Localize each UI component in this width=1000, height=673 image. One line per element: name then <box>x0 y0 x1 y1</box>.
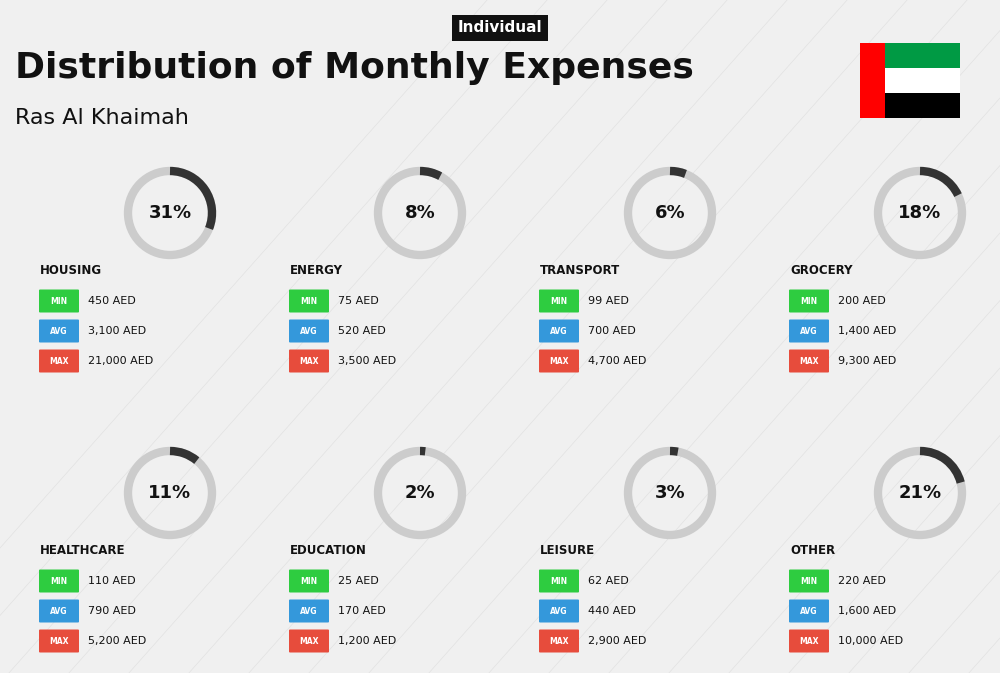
FancyBboxPatch shape <box>39 629 79 653</box>
Text: HEALTHCARE: HEALTHCARE <box>40 544 126 557</box>
Text: MAX: MAX <box>49 637 69 645</box>
Text: MIN: MIN <box>300 297 318 306</box>
Text: AVG: AVG <box>800 326 818 336</box>
Text: 200 AED: 200 AED <box>838 296 886 306</box>
Text: 5,200 AED: 5,200 AED <box>88 636 146 646</box>
FancyBboxPatch shape <box>789 569 829 592</box>
Text: 4,700 AED: 4,700 AED <box>588 356 646 366</box>
Text: AVG: AVG <box>300 606 318 616</box>
Text: AVG: AVG <box>550 326 568 336</box>
Text: AVG: AVG <box>550 606 568 616</box>
FancyBboxPatch shape <box>289 320 329 343</box>
Text: AVG: AVG <box>300 326 318 336</box>
FancyBboxPatch shape <box>789 349 829 372</box>
FancyBboxPatch shape <box>39 600 79 623</box>
FancyBboxPatch shape <box>39 289 79 312</box>
FancyBboxPatch shape <box>289 600 329 623</box>
FancyBboxPatch shape <box>39 349 79 372</box>
Text: MIN: MIN <box>50 577 68 586</box>
Text: 3,500 AED: 3,500 AED <box>338 356 396 366</box>
Text: 9,300 AED: 9,300 AED <box>838 356 896 366</box>
Text: 99 AED: 99 AED <box>588 296 629 306</box>
Text: HOUSING: HOUSING <box>40 264 102 277</box>
Text: 2,900 AED: 2,900 AED <box>588 636 646 646</box>
Text: 3,100 AED: 3,100 AED <box>88 326 146 336</box>
Text: 25 AED: 25 AED <box>338 576 379 586</box>
Text: MIN: MIN <box>300 577 318 586</box>
Text: 440 AED: 440 AED <box>588 606 636 616</box>
Text: TRANSPORT: TRANSPORT <box>540 264 620 277</box>
Text: Distribution of Monthly Expenses: Distribution of Monthly Expenses <box>15 51 694 85</box>
Text: 450 AED: 450 AED <box>88 296 136 306</box>
Text: LEISURE: LEISURE <box>540 544 595 557</box>
Text: 75 AED: 75 AED <box>338 296 379 306</box>
FancyBboxPatch shape <box>539 289 579 312</box>
Text: MIN: MIN <box>800 297 818 306</box>
Text: MAX: MAX <box>549 357 569 365</box>
Text: AVG: AVG <box>50 326 68 336</box>
FancyBboxPatch shape <box>539 629 579 653</box>
Text: MAX: MAX <box>49 357 69 365</box>
Text: 18%: 18% <box>898 204 942 222</box>
FancyBboxPatch shape <box>789 320 829 343</box>
Text: 220 AED: 220 AED <box>838 576 886 586</box>
Text: 10,000 AED: 10,000 AED <box>838 636 903 646</box>
Text: MIN: MIN <box>50 297 68 306</box>
Text: 520 AED: 520 AED <box>338 326 386 336</box>
Text: Individual: Individual <box>458 20 542 36</box>
Text: 1,200 AED: 1,200 AED <box>338 636 396 646</box>
Text: 2%: 2% <box>405 484 435 502</box>
FancyBboxPatch shape <box>539 600 579 623</box>
Text: 21,000 AED: 21,000 AED <box>88 356 153 366</box>
Text: 3%: 3% <box>655 484 685 502</box>
Text: GROCERY: GROCERY <box>790 264 852 277</box>
Text: MAX: MAX <box>299 637 319 645</box>
Text: 1,600 AED: 1,600 AED <box>838 606 896 616</box>
FancyBboxPatch shape <box>539 569 579 592</box>
FancyBboxPatch shape <box>289 349 329 372</box>
Text: MIN: MIN <box>550 297 568 306</box>
Text: 700 AED: 700 AED <box>588 326 636 336</box>
Text: 170 AED: 170 AED <box>338 606 386 616</box>
FancyBboxPatch shape <box>860 93 960 118</box>
FancyBboxPatch shape <box>539 349 579 372</box>
Text: Ras Al Khaimah: Ras Al Khaimah <box>15 108 189 128</box>
FancyBboxPatch shape <box>860 43 960 68</box>
Text: MIN: MIN <box>800 577 818 586</box>
FancyBboxPatch shape <box>289 569 329 592</box>
FancyBboxPatch shape <box>860 43 885 118</box>
Text: 62 AED: 62 AED <box>588 576 629 586</box>
Text: 790 AED: 790 AED <box>88 606 136 616</box>
FancyBboxPatch shape <box>39 569 79 592</box>
Text: MAX: MAX <box>549 637 569 645</box>
Text: 21%: 21% <box>898 484 942 502</box>
Text: EDUCATION: EDUCATION <box>290 544 367 557</box>
Text: MAX: MAX <box>299 357 319 365</box>
Text: MAX: MAX <box>799 357 819 365</box>
Text: ENERGY: ENERGY <box>290 264 343 277</box>
FancyBboxPatch shape <box>860 68 960 93</box>
Text: 11%: 11% <box>148 484 192 502</box>
Text: 6%: 6% <box>655 204 685 222</box>
Text: AVG: AVG <box>50 606 68 616</box>
Text: MAX: MAX <box>799 637 819 645</box>
FancyBboxPatch shape <box>789 600 829 623</box>
FancyBboxPatch shape <box>789 289 829 312</box>
Text: 31%: 31% <box>148 204 192 222</box>
Text: 110 AED: 110 AED <box>88 576 136 586</box>
Text: 8%: 8% <box>405 204 435 222</box>
Text: MIN: MIN <box>550 577 568 586</box>
FancyBboxPatch shape <box>39 320 79 343</box>
FancyBboxPatch shape <box>289 629 329 653</box>
FancyBboxPatch shape <box>539 320 579 343</box>
FancyBboxPatch shape <box>789 629 829 653</box>
Text: OTHER: OTHER <box>790 544 835 557</box>
Text: AVG: AVG <box>800 606 818 616</box>
Text: 1,400 AED: 1,400 AED <box>838 326 896 336</box>
FancyBboxPatch shape <box>289 289 329 312</box>
